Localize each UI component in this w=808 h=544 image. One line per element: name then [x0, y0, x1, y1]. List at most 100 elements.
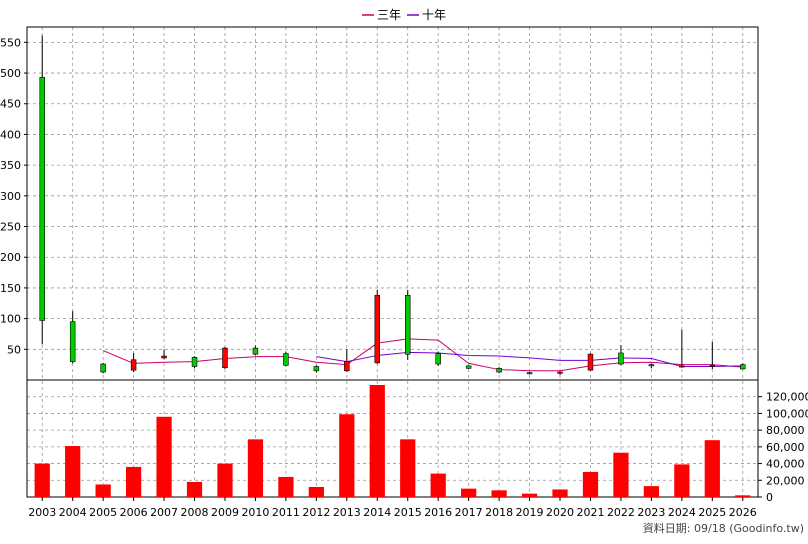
candle-body-2005 — [100, 363, 106, 373]
xtick-label-2013: 2013 — [333, 506, 361, 519]
xtick-label-2004: 2004 — [59, 506, 87, 519]
xtick-label-2012: 2012 — [302, 506, 330, 519]
xtick-label-2008: 2008 — [181, 506, 209, 519]
price-axis-ticks: 50 100 150 200 250 300 350 400 450 500 550 — [0, 36, 27, 356]
xtick-label-2020: 2020 — [546, 506, 574, 519]
price-panel-frame — [26, 26, 759, 381]
xtick-label-2015: 2015 — [394, 506, 422, 519]
candle-body-2015 — [404, 294, 411, 355]
xtick-label-2007: 2007 — [150, 506, 178, 519]
candle-body-2024 — [679, 365, 685, 368]
xtick-label-2018: 2018 — [485, 506, 513, 519]
price-tick-label-400: 400 — [0, 128, 21, 141]
volume-bar-2009 — [217, 463, 233, 497]
volume-bar-2023 — [643, 486, 660, 497]
volume-bar-2005 — [95, 484, 111, 497]
candle-body-2006 — [130, 359, 137, 371]
volume-bar-2019 — [521, 493, 538, 497]
volume-bar-2015 — [400, 439, 416, 497]
volume-bar-2003 — [34, 463, 50, 497]
volume-tick-label-120000: 120,000 — [766, 391, 808, 404]
price-tick-label-450: 450 — [0, 98, 21, 111]
volume-bar-2011 — [278, 476, 294, 497]
xtick-label-2026: 2026 — [729, 506, 757, 519]
volume-bar-2013 — [339, 414, 355, 497]
price-tick-label-100: 100 — [0, 313, 21, 326]
volume-bar-2012 — [308, 486, 324, 497]
volume-bars — [34, 385, 751, 497]
xtick-label-2014: 2014 — [363, 506, 391, 519]
xtick-label-2011: 2011 — [272, 506, 300, 519]
candle-body-2004 — [69, 321, 76, 362]
xtick-label-2023: 2023 — [637, 506, 665, 519]
candle-body-2009 — [222, 347, 228, 369]
xtick-label-2003: 2003 — [28, 506, 56, 519]
volume-bar-2016 — [430, 473, 446, 497]
candle-body-2021 — [587, 353, 594, 371]
candle-body-2014 — [374, 294, 381, 364]
candle-body-2010 — [252, 347, 259, 355]
xtick-label-2017: 2017 — [455, 506, 483, 519]
volume-tick-label-0: 0 — [766, 491, 773, 504]
candle-body-2017 — [465, 365, 472, 369]
candle-body-2007 — [161, 355, 167, 359]
candle-body-2025 — [709, 364, 716, 367]
volume-bar-2021 — [582, 471, 599, 497]
volume-panel-frame — [26, 379, 759, 498]
chart-legend: 三年 十年 — [362, 8, 446, 22]
volume-bar-2010 — [247, 439, 264, 497]
volume-bar-2006 — [125, 466, 142, 497]
candle-body-2016 — [435, 353, 441, 365]
candle-body-2011 — [283, 353, 289, 366]
volume-bar-2020 — [552, 489, 568, 497]
grid-lines — [27, 27, 758, 498]
series-line-10y — [316, 351, 743, 367]
candle-body-2022 — [618, 352, 624, 365]
series-line-3y — [102, 338, 743, 372]
price-tick-label-200: 200 — [0, 251, 21, 264]
volume-bar-2014 — [369, 385, 385, 497]
volume-bar-2022 — [613, 452, 629, 497]
price-tick-label-250: 250 — [0, 221, 21, 234]
candle-body-2013 — [344, 361, 350, 372]
xtick-label-2024: 2024 — [668, 506, 696, 519]
price-tick-label-550: 550 — [0, 36, 21, 49]
price-tick-label-50: 50 — [7, 343, 21, 356]
volume-tick-label-40000: 40,000 — [766, 458, 805, 471]
volume-tick-label-20000: 20,000 — [766, 474, 805, 487]
year-axis-ticks: 2003 2004 2005 2006 2007 2008 2009 2010 2011 2012… — [28, 497, 757, 519]
volume-tick-label-80000: 80,000 — [766, 424, 805, 437]
xtick-label-2005: 2005 — [89, 506, 117, 519]
legend-label-10y: 十年 — [422, 8, 446, 22]
candle-body-2012 — [313, 366, 320, 372]
volume-bar-2018 — [491, 490, 507, 497]
price-candles — [39, 35, 746, 376]
plot-frames — [26, 26, 759, 498]
volume-bar-2017 — [461, 488, 477, 497]
candle-body-2020 — [557, 371, 563, 374]
moving-average-lines — [102, 338, 743, 372]
volume-bar-2007 — [156, 416, 172, 497]
volume-bar-2026 — [735, 495, 751, 497]
candle-body-2008 — [191, 356, 198, 367]
xtick-label-2009: 2009 — [211, 506, 239, 519]
data-date-credit: 資料日期: 09/18 (Goodinfo.tw) — [643, 521, 804, 535]
volume-tick-label-100000: 100,000 — [766, 407, 808, 420]
xtick-label-2006: 2006 — [120, 506, 148, 519]
candle-body-2003 — [39, 77, 45, 321]
xtick-label-2025: 2025 — [698, 506, 726, 519]
candle-body-2018 — [496, 368, 502, 373]
legend-label-3y: 三年 — [377, 8, 401, 22]
price-tick-label-350: 350 — [0, 159, 21, 172]
price-tick-label-150: 150 — [0, 282, 21, 295]
volume-bar-2008 — [186, 481, 203, 497]
volume-tick-label-60000: 60,000 — [766, 441, 805, 454]
price-tick-label-300: 300 — [0, 190, 21, 203]
candle-body-2023 — [648, 364, 655, 367]
xtick-label-2016: 2016 — [424, 506, 452, 519]
price-tick-label-500: 500 — [0, 67, 21, 80]
candle-body-2026 — [740, 364, 746, 370]
volume-axis-ticks: 0 20,000 40,000 60,000 80,000 100,000 120,000 — [758, 391, 808, 504]
